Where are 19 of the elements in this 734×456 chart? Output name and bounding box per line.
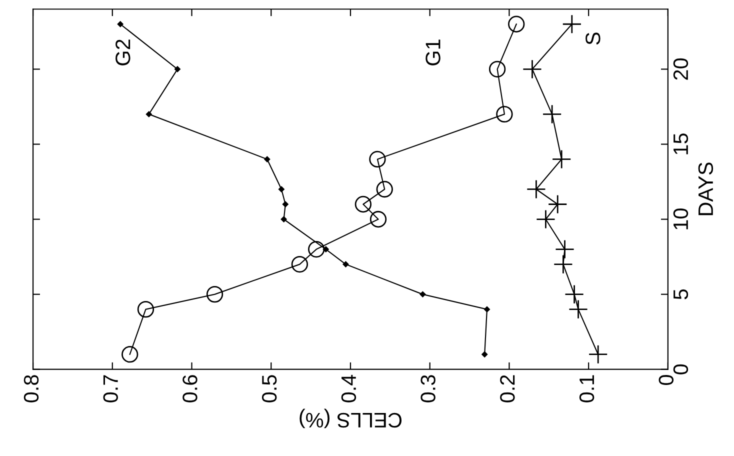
x-tick-label: 0.7 xyxy=(103,375,118,402)
x-tick-label: 0 xyxy=(658,375,674,385)
x-tick-label: 0.1 xyxy=(579,375,594,402)
legend-label: G1 xyxy=(426,40,440,66)
y-tick-label: 20 xyxy=(673,58,688,80)
x-tick-label: 0.5 xyxy=(262,375,277,402)
y-axis-title: DAYS xyxy=(698,162,714,216)
x-tick-label: 0.4 xyxy=(341,374,356,402)
x-tick-label: 0.6 xyxy=(182,375,198,402)
y-tick-label: 0 xyxy=(673,364,688,374)
x-tick-label: 0.8 xyxy=(24,375,39,402)
legend-label: G2 xyxy=(116,40,130,66)
y-tick-label: 5 xyxy=(674,289,688,300)
x-axis-title: CELLS (%) xyxy=(300,408,402,428)
x-tick-label: 0.2 xyxy=(500,375,515,402)
y-tick-label: 15 xyxy=(674,133,688,154)
y-tick-label: 10 xyxy=(673,208,688,230)
x-tick-label: 0.3 xyxy=(420,375,436,402)
legend-label: S xyxy=(586,32,600,45)
